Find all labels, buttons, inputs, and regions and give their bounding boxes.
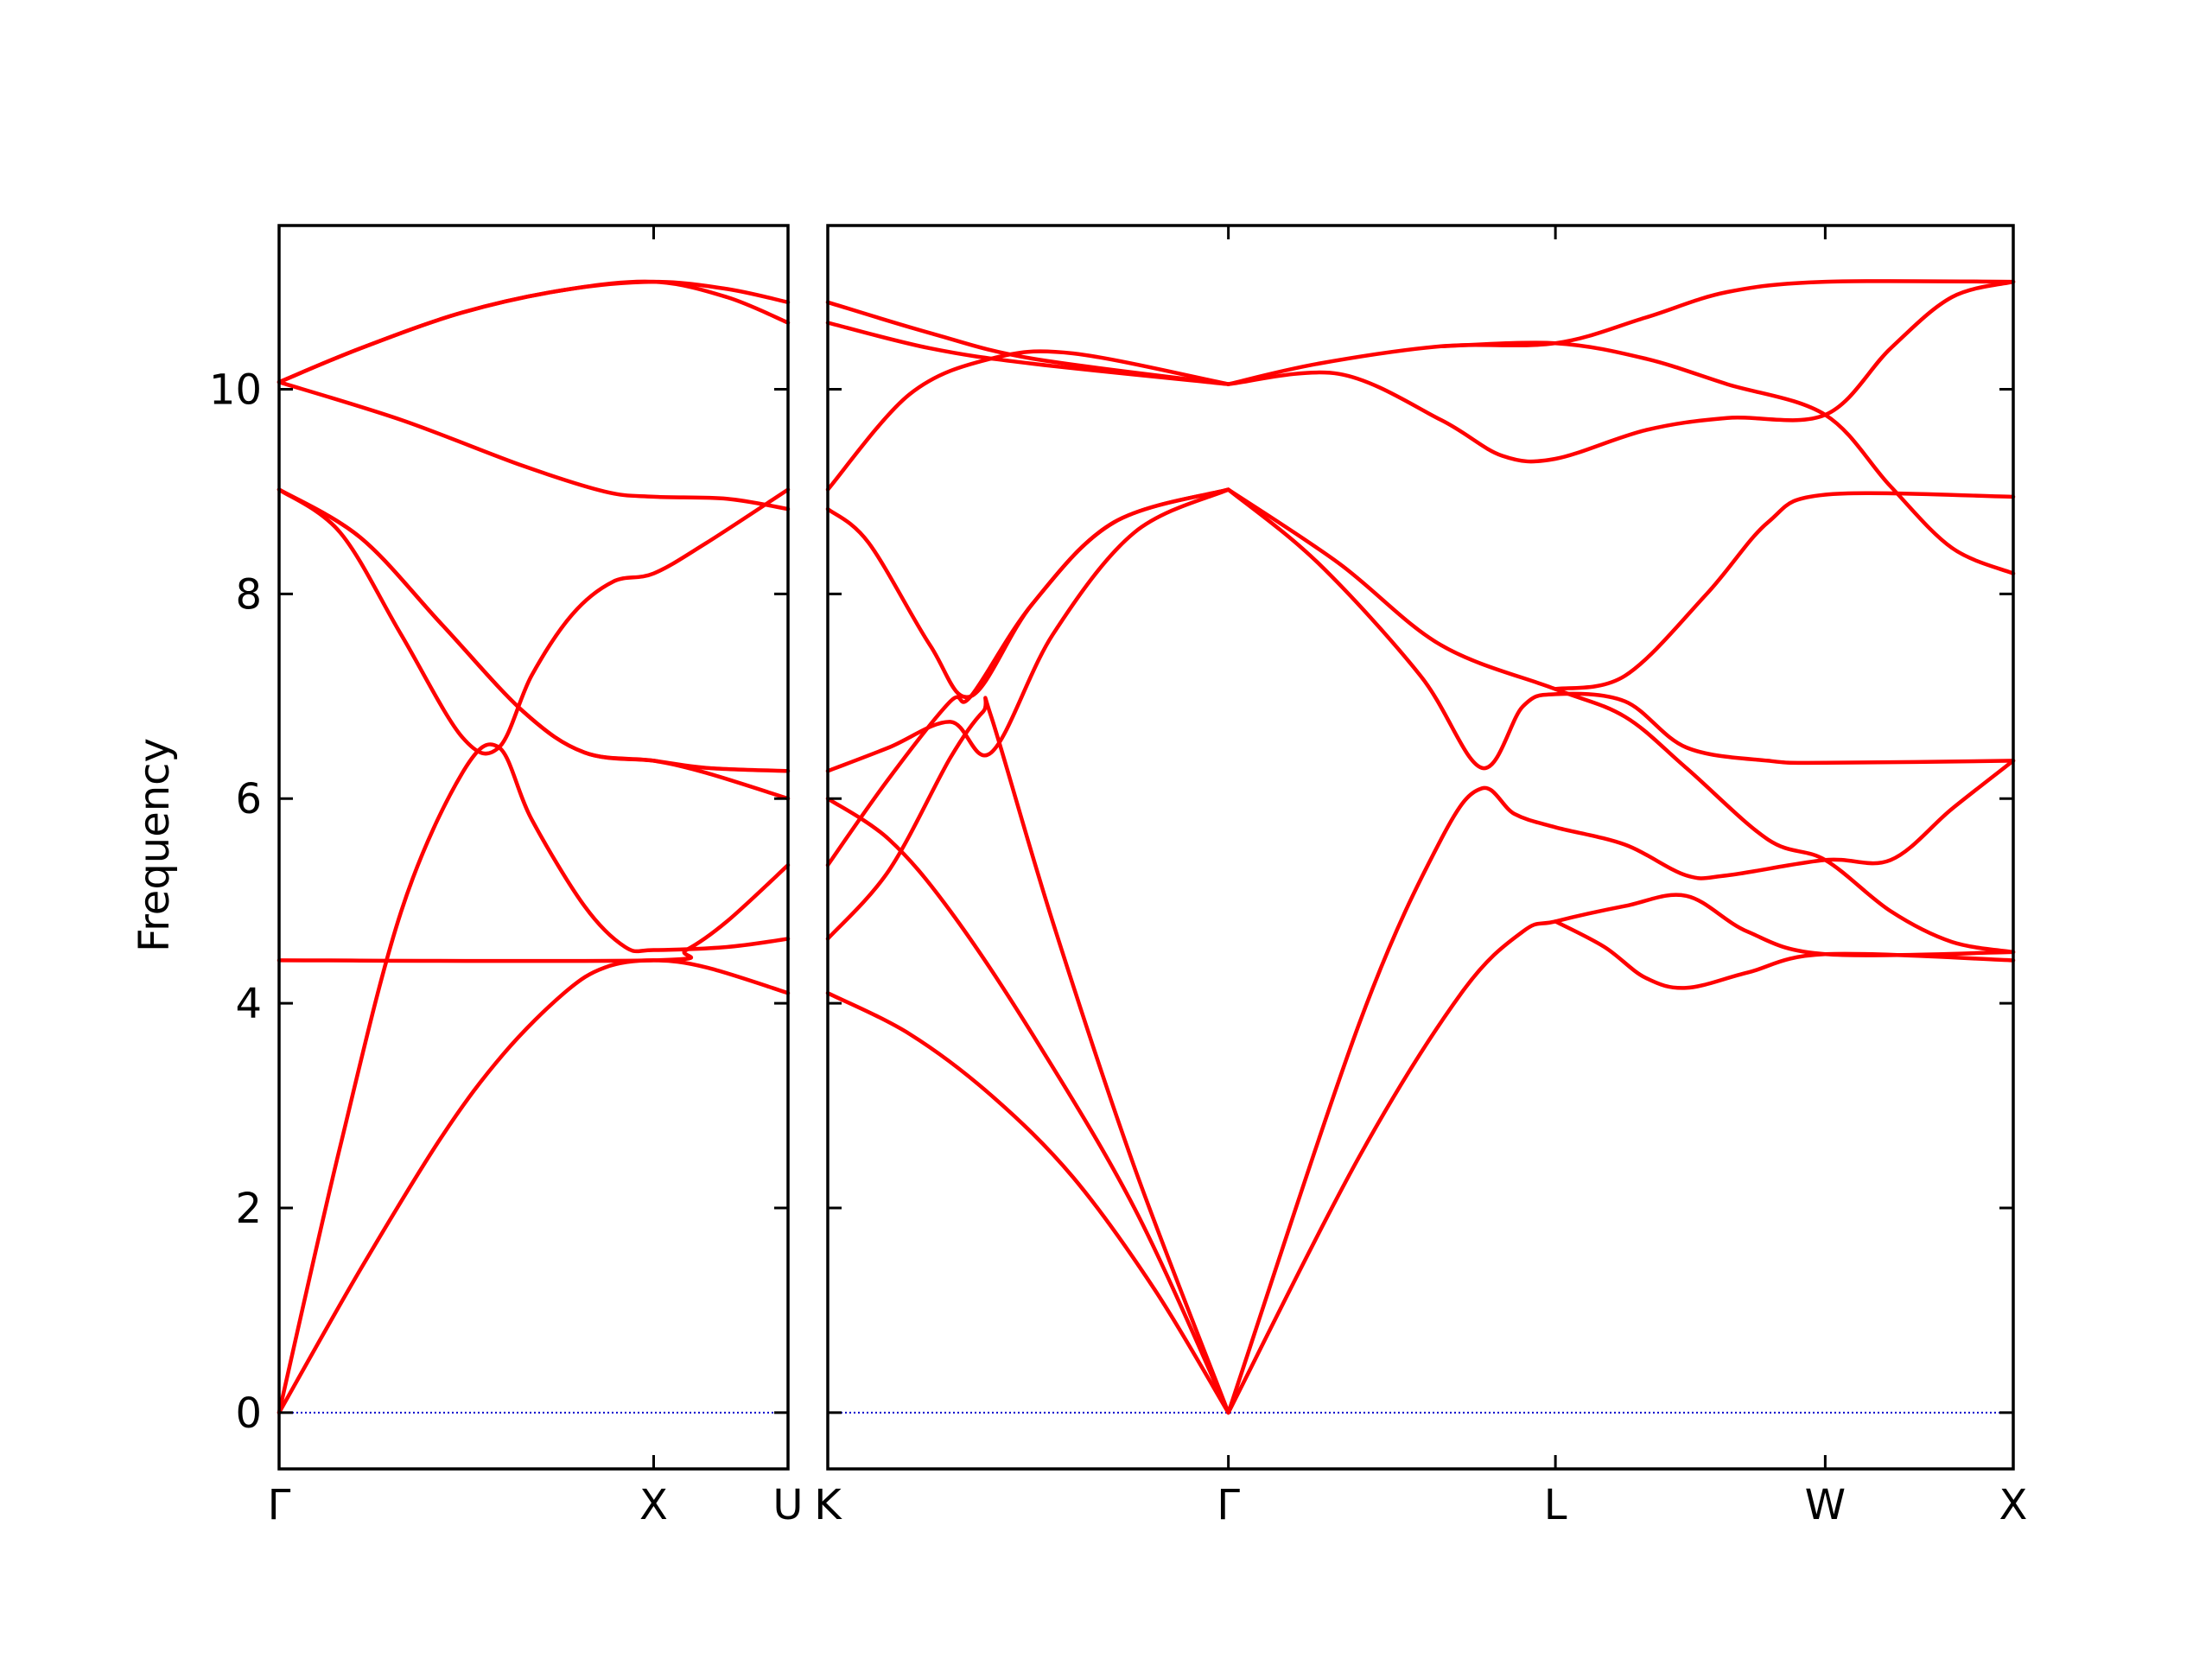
y-axis-label: Frequency	[130, 738, 179, 952]
x-tick-label: U	[772, 1481, 803, 1529]
band-line-1-9	[1226, 759, 2016, 1415]
y-tick-label: 0	[235, 1389, 262, 1438]
band-line-0-6	[276, 379, 791, 512]
y-tick-label: 4	[235, 980, 262, 1028]
y-tick-label: 6	[235, 775, 262, 823]
band-line-1-8	[825, 300, 1230, 386]
band-line-0-0	[276, 958, 791, 1415]
band-line-1-0	[825, 991, 1230, 1415]
x-tick-label: K	[814, 1481, 842, 1529]
plot-frame	[277, 224, 790, 1471]
band-line-1-15	[1226, 279, 2016, 464]
band-line-1-10	[1226, 893, 2016, 1415]
x-tick-label: L	[1544, 1481, 1567, 1529]
band-line-0-5	[276, 862, 791, 963]
panel-left: 0 2 4 6 8 10 Γ X U	[209, 224, 804, 1529]
band-line-1-2	[825, 696, 1230, 1415]
band-line-1-17	[1553, 491, 2016, 691]
band-line-0-2	[276, 487, 791, 756]
x-tick-label: Γ	[1217, 1481, 1240, 1529]
band-line-1-3	[825, 487, 1230, 868]
y-tick-label: 2	[235, 1185, 262, 1233]
x-tick-label: X	[639, 1481, 668, 1529]
band-line-1-11	[1553, 919, 2016, 990]
x-tick-label: W	[1805, 1481, 1846, 1529]
band-line-1-13	[1226, 487, 2016, 955]
y-tick-label: 10	[209, 365, 262, 414]
band-line-1-16	[1439, 340, 2016, 575]
x-tick-label: X	[1999, 1481, 2028, 1529]
band-line-0-8	[276, 279, 791, 385]
band-line-1-4	[825, 487, 1230, 773]
band-line-0-1	[276, 742, 791, 1415]
band-line-0-4	[276, 487, 791, 801]
band-line-1-5	[825, 487, 1230, 700]
x-tick-label: Γ	[268, 1481, 291, 1529]
plot-frame	[826, 224, 2015, 1471]
band-line-1-14	[1226, 279, 2016, 386]
band-line-1-12	[1226, 487, 2016, 770]
y-tick-label: 8	[235, 570, 262, 619]
band-line-1-6	[825, 349, 1230, 492]
band-line-1-1	[825, 796, 1230, 1415]
